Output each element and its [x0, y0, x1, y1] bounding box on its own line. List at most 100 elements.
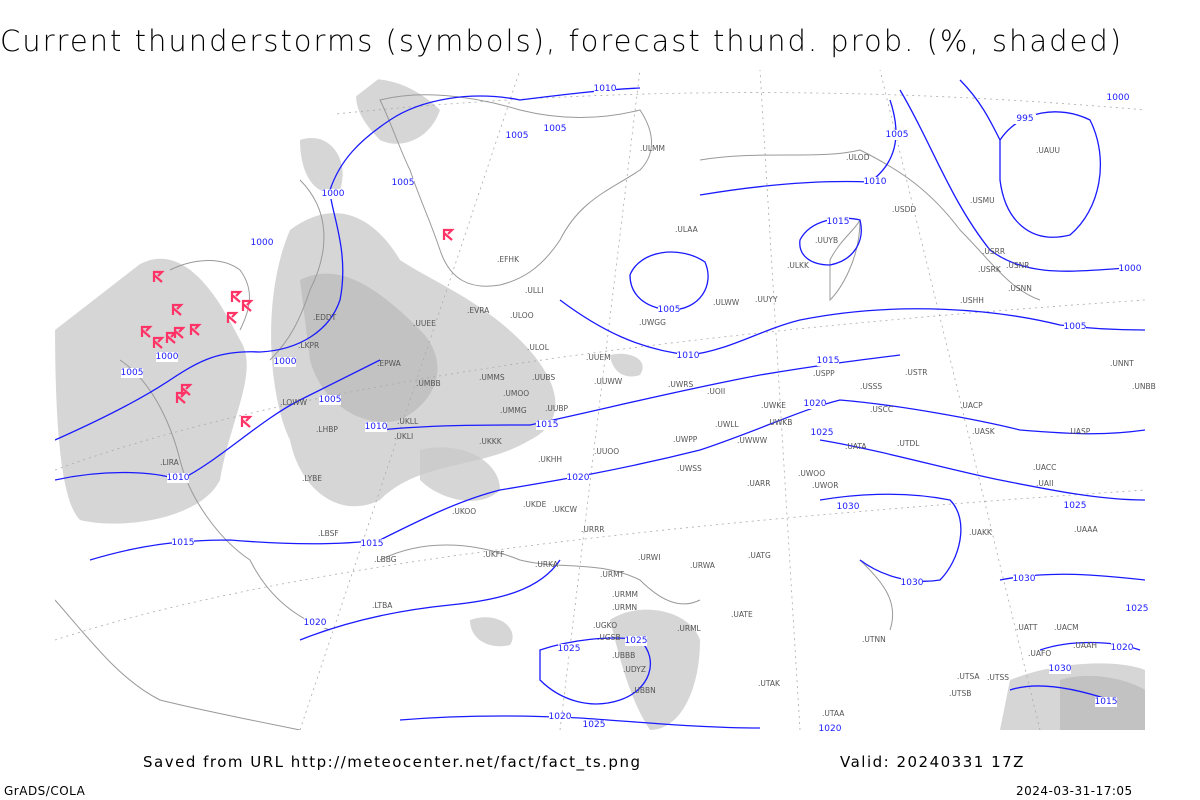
isobar-label: 1010: [677, 351, 700, 361]
station-label: .UKLL: [397, 417, 419, 426]
isobar-label-bg: [594, 84, 616, 94]
source-url-text: Saved from URL http://meteocenter.net/fa…: [143, 753, 642, 771]
isobar-label: 1030: [1049, 664, 1072, 674]
thunderstorm-symbol: [165, 331, 178, 344]
isobar-label: 1015: [1095, 697, 1118, 707]
isobar-label: 1015: [536, 420, 559, 430]
station-label: .UDYZ: [623, 665, 646, 674]
valid-time-text: Valid: 20240331 17Z: [840, 753, 1025, 771]
station-label: .UUEE: [413, 319, 436, 328]
isobar-label: 1005: [1064, 322, 1087, 332]
station-label: .UARR: [747, 479, 770, 488]
isobar-label: 1010: [594, 84, 617, 94]
station-label: .USDD: [892, 205, 916, 214]
isobar-label: 1010: [864, 177, 887, 187]
isobar-label: 1005: [319, 395, 342, 405]
isobar-label: 1005: [658, 305, 681, 315]
isobar-label-bg: [251, 238, 273, 248]
station-label: .UMMS: [479, 373, 505, 382]
station-label: .UASK: [972, 427, 996, 436]
isobar-label: 1015: [361, 539, 384, 549]
isobar-label-bg: [304, 618, 326, 628]
isobar-label: 1015: [827, 217, 850, 227]
station-label: .EDDT: [313, 313, 337, 322]
station-label: .URRR: [581, 525, 605, 534]
station-label: .UUYB: [815, 236, 838, 245]
isobar-label: 1030: [837, 502, 860, 512]
isobar-labels: 1010 1000 995 1005 1005 1005 1010 1005 1000 1000 1…: [121, 84, 1149, 734]
station-label: .LBSF: [318, 529, 339, 538]
station-label: .UATE: [731, 610, 753, 619]
isobar-label-bg: [156, 352, 178, 362]
station-label: .UASP: [1068, 427, 1091, 436]
station-label: .UAAH: [1073, 641, 1097, 650]
lat-lon-grid: [55, 70, 1145, 730]
thunderstorm-symbols: [140, 228, 455, 428]
station-label: .UNNT: [1110, 359, 1134, 368]
station-label: .ULOO: [510, 311, 534, 320]
isobar-label-bg: [837, 502, 859, 512]
isobar-label: 1025: [1126, 604, 1149, 614]
station-label: .UBBB: [612, 651, 635, 660]
station-label: .UAII: [1036, 479, 1053, 488]
coastlines-borders: [55, 94, 1041, 730]
station-label: .UWKE: [761, 401, 786, 410]
isobar-label-bg: [1049, 664, 1071, 674]
isobar-label: 1025: [583, 720, 606, 730]
station-label: .UWKB: [767, 418, 792, 427]
isobar-label-bg: [544, 124, 566, 134]
isobar-label: 1005: [392, 178, 415, 188]
station-label: .UUOO: [594, 447, 619, 456]
isobar-label: 1030: [901, 578, 924, 588]
isobar-label: 1005: [886, 130, 909, 140]
station-label: .USRK: [978, 265, 1002, 274]
isobar-label-bg: [322, 189, 344, 199]
station-label: .URKA: [535, 560, 559, 569]
isobar-label-bg: [625, 636, 647, 646]
isobar-label: 1020: [804, 399, 827, 409]
isobar-label-bg: [1119, 264, 1141, 274]
software-credit: GrADS/COLA: [4, 784, 86, 798]
station-label: .LYBE: [302, 474, 322, 483]
station-label: .UKHH: [538, 455, 562, 464]
isobar-label-bg: [1014, 114, 1036, 124]
station-label: .UWOO: [798, 469, 825, 478]
isobar-label-bg: [1111, 643, 1133, 653]
isobar-label: 1015: [172, 538, 195, 548]
station-label: .URMT: [600, 570, 625, 579]
station-label: .USHH: [960, 296, 984, 305]
station-label: .USNR: [1006, 261, 1029, 270]
thunderstorm-symbol: [175, 391, 188, 404]
isobar-label: 1020: [819, 724, 842, 734]
thunderstorm-symbol: [241, 299, 254, 312]
isobar-label-bg: [864, 177, 886, 187]
station-label: .UUBS: [532, 373, 555, 382]
map-title: Current thunderstorms (symbols), forecas…: [0, 24, 1124, 58]
thunderstorm-symbol: [230, 290, 243, 303]
isobar-label: 1000: [251, 238, 274, 248]
station-labels: .EDDT .EPWA .LKPR .LOWW .LHBP .LIRA .LYBE .LBSF…: [160, 144, 1156, 718]
thunderstorm-symbol: [173, 326, 186, 339]
isobar-label-bg: [827, 217, 849, 227]
station-label: .UTSA: [957, 672, 980, 681]
isobar-label: 1000: [156, 352, 179, 362]
isobar-label-bg: [811, 428, 833, 438]
isobar-label-bg: [121, 368, 143, 378]
station-label: .UGKO: [593, 621, 617, 630]
station-label: .UAUU: [1036, 146, 1060, 155]
isobar-label: 1015: [817, 356, 840, 366]
station-label: .UKOO: [452, 507, 476, 516]
station-label: .UWWW: [737, 436, 768, 445]
isobar-label-bg: [167, 473, 189, 483]
station-label: .UACM: [1054, 623, 1079, 632]
isobar-label: 1000: [1119, 264, 1142, 274]
station-label: .UAFO: [1028, 649, 1051, 658]
generated-timestamp: 2024-03-31-17:05: [1016, 784, 1133, 798]
isobar-label-bg: [886, 130, 908, 140]
station-label: .ULAA: [675, 225, 699, 234]
station-label: .USNN: [1008, 284, 1032, 293]
station-label: .URMN: [612, 603, 637, 612]
isobar-label-bg: [817, 356, 839, 366]
isobar-label: 1020: [304, 618, 327, 628]
isobar-label-bg: [536, 420, 558, 430]
